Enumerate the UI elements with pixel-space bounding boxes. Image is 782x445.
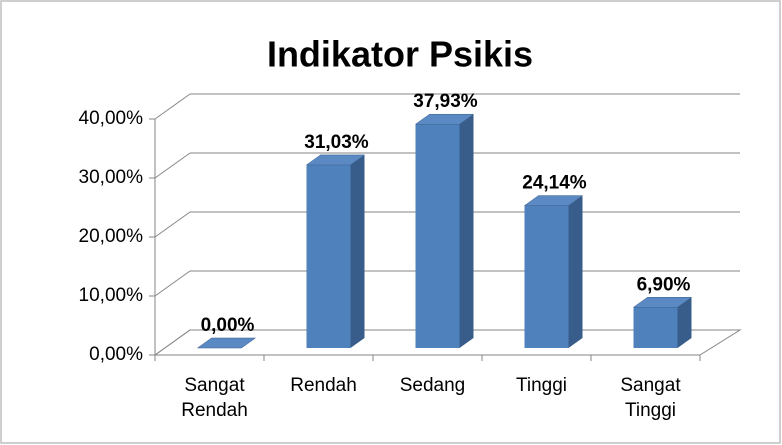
bar-front: [306, 164, 351, 348]
bar-front: [524, 205, 569, 348]
grid-line: [154, 211, 191, 238]
data-label: 31,03%: [304, 132, 369, 153]
bar-side: [568, 195, 583, 348]
x-tick-label: Sedang: [399, 375, 466, 396]
y-tick-label: 10,00%: [79, 285, 144, 306]
x-tick-label: Sangat Tinggi: [620, 375, 681, 421]
bar-front: [415, 124, 460, 348]
y-tick-label: 40,00%: [79, 108, 144, 129]
y-tick-label: 0,00%: [89, 344, 143, 365]
bar-front: [633, 307, 678, 348]
data-label: 6,90%: [637, 274, 691, 295]
grid-line: [154, 329, 191, 356]
bar-side: [350, 154, 365, 348]
chart-title: Indikator Psikis: [267, 34, 533, 75]
x-tick-label: Tinggi: [515, 375, 568, 396]
grid-line: [154, 152, 191, 179]
data-label: 37,93%: [413, 91, 478, 112]
y-tick-label: 30,00%: [79, 167, 144, 188]
data-label: 24,14%: [522, 173, 587, 194]
data-label: 0,00%: [201, 315, 255, 336]
bar-top: [523, 195, 584, 206]
bar-top: [196, 337, 257, 349]
bar-top: [305, 154, 366, 166]
bar-side: [459, 114, 474, 348]
grid-line: [154, 93, 191, 120]
bar-top: [414, 113, 475, 125]
grid-line: [154, 270, 191, 297]
x-tick-label: Sangat Rendah: [181, 375, 248, 421]
y-tick-label: 20,00%: [79, 226, 144, 247]
bar-top: [632, 297, 693, 308]
x-tick-label: Rendah: [290, 375, 357, 396]
bar-side: [677, 297, 692, 348]
